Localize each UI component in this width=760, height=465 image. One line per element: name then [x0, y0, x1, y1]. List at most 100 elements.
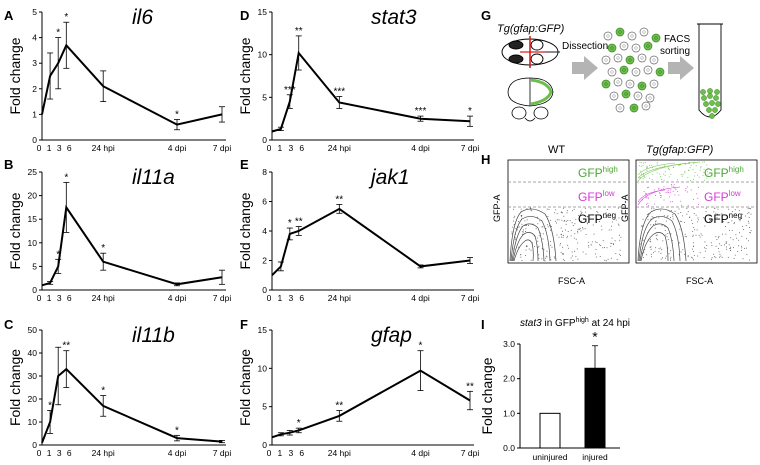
event-dot: [514, 239, 516, 241]
y-tick-label: 4: [262, 226, 267, 236]
event-dot: [715, 256, 717, 258]
event-dot: [551, 246, 553, 248]
event-dot: [566, 210, 568, 212]
event-dot: [725, 233, 727, 235]
event-dot: [695, 214, 697, 216]
wt-gate-high-sup: high: [603, 165, 618, 174]
event-dot: [599, 221, 600, 222]
event-dot-high: [642, 165, 644, 167]
event-dot: [590, 208, 592, 210]
event-dot: [670, 233, 672, 235]
event-dot: [729, 248, 731, 250]
wt-xaxis: FSC-A: [558, 276, 585, 286]
sorted-cell: [712, 107, 718, 113]
event-dot: [598, 244, 600, 246]
chart-title: il11b: [132, 324, 175, 347]
bar: [539, 412, 561, 449]
event-dot: [526, 219, 528, 221]
event-dot: [513, 208, 515, 210]
event-dot: [511, 233, 513, 235]
sorted-cell: [707, 93, 713, 99]
event-dot: [605, 212, 607, 214]
event-dot: [693, 245, 695, 247]
event-dot: [570, 229, 572, 231]
x-tick-label: 1: [47, 448, 52, 458]
event-dot: [550, 240, 552, 242]
series-line: [271, 207, 471, 277]
event-dot: [649, 246, 651, 248]
event-dot: [739, 220, 741, 222]
wt-gate-high: GFPhigh: [578, 165, 618, 180]
cell-nucleus: [646, 44, 650, 48]
event-dot: [692, 235, 694, 237]
event-dot-high: [660, 176, 662, 178]
event-dot: [712, 219, 714, 221]
cell-nucleus: [640, 56, 644, 60]
event-dot: [520, 256, 522, 258]
event-dot: [542, 233, 544, 235]
event-dot-high: [678, 165, 680, 166]
event-dot: [541, 226, 543, 228]
event-dot-low: [659, 193, 661, 195]
event-dot: [556, 234, 558, 236]
event-dot: [668, 253, 670, 255]
panel-g-schematic: Tg(gfap:GFP) Dissection FACS sorting: [497, 23, 723, 122]
event-dot: [546, 256, 548, 258]
event-dot: [515, 228, 517, 230]
event-dot: [672, 215, 674, 217]
event-dot: [664, 226, 666, 228]
event-dot-low: [663, 199, 665, 201]
event-dot: [542, 238, 544, 240]
event-dot: [561, 219, 563, 221]
cell: [637, 53, 647, 63]
panel-label-g: G: [481, 8, 491, 23]
event-dot: [577, 242, 579, 244]
event-dot-high: [639, 165, 640, 167]
cell: [649, 55, 659, 65]
event-dot-high: [641, 173, 642, 175]
event-dot: [652, 252, 654, 254]
event-dot: [699, 252, 701, 254]
event-dot: [718, 251, 720, 253]
event-dot: [613, 244, 614, 246]
event-dot-low: [663, 186, 665, 188]
event-dot: [528, 248, 530, 250]
cell-suspension: [601, 27, 665, 113]
event-dot: [548, 209, 550, 210]
flow-plot-wt: GFPhigh GFPlow GFPneg FSC-A GFP-A: [492, 159, 630, 286]
event-dot: [601, 229, 603, 231]
event-dot-low: [685, 188, 687, 189]
event-dot: [650, 248, 652, 250]
significance-star: ***: [333, 86, 345, 97]
event-dot-high: [680, 174, 682, 175]
event-dot: [749, 227, 751, 228]
event-dot: [699, 236, 701, 238]
event-dot-high: [682, 174, 684, 176]
event-dot: [672, 214, 674, 216]
event-dot: [522, 229, 524, 231]
event-dot: [687, 211, 689, 213]
event-dot: [666, 216, 668, 218]
event-dot: [576, 248, 578, 250]
event-dot-low: [671, 185, 673, 187]
event-dot: [655, 238, 657, 240]
x-tick-label: 3: [57, 448, 62, 458]
event-dot: [581, 220, 583, 222]
y-axis-label: Fold change: [479, 357, 495, 434]
event-dot: [585, 211, 587, 213]
event-dot: [655, 235, 657, 237]
y-tick-label: 0: [262, 135, 267, 145]
event-dot-low: [687, 205, 689, 207]
event-dot: [722, 219, 724, 221]
x-tick-label: 3: [57, 143, 62, 153]
event-dot: [680, 251, 682, 253]
event-dot: [692, 230, 694, 232]
event-dot: [708, 215, 710, 217]
event-dot: [574, 233, 576, 235]
event-dot: [710, 258, 712, 260]
wt-gate-neg-sup: neg: [603, 211, 616, 220]
x-tick-label: 4 dpi: [411, 448, 430, 458]
event-dot: [556, 219, 558, 221]
event-dot: [595, 253, 597, 255]
event-dot-high: [646, 165, 648, 167]
